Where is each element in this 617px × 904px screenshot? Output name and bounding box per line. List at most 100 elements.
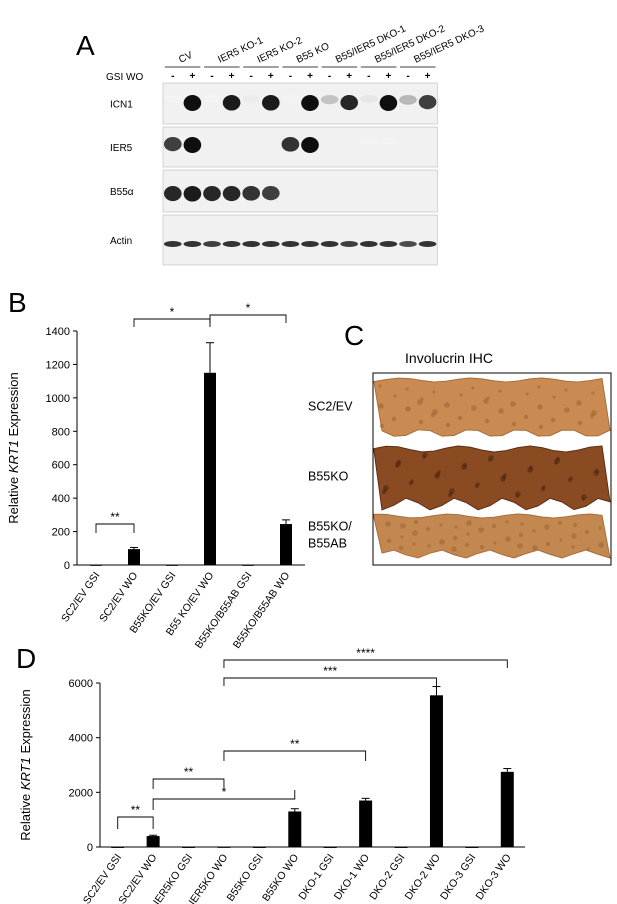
ihc-cell [557, 520, 563, 526]
significance-label: * [246, 301, 251, 315]
y-label-part: Expression [6, 372, 21, 440]
ihc-cell [464, 542, 470, 548]
significance-bracket [223, 677, 437, 686]
blot-label: ICN1 [110, 100, 133, 111]
x-tick-label: DKO-1 GSI [296, 852, 336, 902]
significance-label: ** [184, 765, 194, 779]
ihc-cell [445, 422, 451, 428]
bar [182, 846, 196, 848]
ihc-cell [432, 390, 436, 394]
blot-band [359, 95, 378, 103]
ihc-cell [591, 410, 597, 416]
blot-band [281, 241, 300, 247]
gsi-sign: - [210, 71, 213, 82]
bar [128, 549, 140, 565]
bar [217, 846, 231, 848]
ihc-cell [452, 535, 458, 541]
blot-band [301, 137, 319, 153]
ihc-cell [462, 462, 468, 468]
ihc-cell [412, 530, 418, 536]
blot-band [418, 241, 437, 247]
bar [242, 564, 254, 566]
group-header: B55/IER5 DKO-3 [412, 23, 486, 65]
x-tick-label: DKO-3 GSI [438, 852, 478, 902]
significance-bracket [209, 314, 287, 323]
x-tick-label: B55KO WO [260, 852, 301, 904]
ihc-cell [488, 455, 494, 461]
ihc-cell [564, 407, 570, 413]
ihc-cell [398, 545, 404, 551]
x-tick-label: DKO-2 WO [403, 852, 443, 902]
bar [146, 836, 160, 847]
ihc-cell [552, 395, 556, 399]
ihc-cell [594, 468, 600, 474]
ihc-cell [493, 541, 497, 545]
ihc-cell [598, 526, 602, 530]
bar [111, 846, 125, 848]
ihc-cell [532, 545, 538, 551]
bar [323, 846, 337, 848]
blot-band [261, 186, 280, 201]
blot-band [379, 95, 398, 111]
y-tick-label: 2000 [69, 787, 93, 799]
bar [90, 564, 102, 566]
ihc-cell [591, 391, 595, 395]
blot-band [203, 186, 221, 202]
ihc-cell [538, 424, 544, 430]
ihc-cell [422, 452, 428, 458]
blot-band [242, 95, 261, 103]
blot-band [242, 186, 261, 201]
blot-band [399, 241, 417, 247]
gsi-sign: - [367, 71, 370, 82]
ihc-cell [432, 409, 438, 415]
ihc-cell [564, 388, 568, 392]
ihc-cell [386, 538, 392, 544]
ihc-cell [515, 491, 521, 497]
ihc-cell [479, 544, 485, 550]
y-tick-label: 6000 [69, 678, 93, 690]
ihc-cell [559, 538, 563, 542]
ihc-cell [385, 521, 391, 527]
ihc-cell [542, 485, 546, 489]
ihc-cell [571, 533, 577, 539]
significance-label: ** [131, 803, 141, 817]
gsi-sign: + [229, 71, 235, 82]
ihc-cell [478, 527, 484, 533]
ihc-cell [483, 398, 489, 404]
significance-label: **** [356, 646, 375, 660]
ihc-cell [491, 523, 497, 529]
panel-label-b: B [8, 287, 27, 318]
ihc-cell [383, 485, 389, 491]
significance-label: ** [110, 510, 120, 524]
y-tick-label: 800 [52, 426, 70, 438]
ihc-row-label: B55AB [308, 537, 347, 551]
blot-band [320, 241, 339, 247]
ihc-cell [486, 396, 490, 400]
blot-band [222, 95, 241, 111]
ihc-cell [418, 419, 424, 425]
bar [166, 564, 178, 566]
ihc-cell [510, 401, 516, 407]
blot-band [242, 241, 261, 247]
ihc-cell [405, 406, 411, 412]
significance-bracket [152, 778, 225, 789]
gsi-sign: + [307, 71, 313, 82]
y-tick-label: 1200 [46, 359, 70, 371]
bar [359, 800, 373, 847]
ihc-cell [466, 520, 472, 526]
blot-band [163, 186, 182, 202]
significance-bracket [117, 816, 154, 829]
blot-band [222, 186, 241, 202]
gsi-sign: - [328, 71, 331, 82]
blot-band [163, 95, 182, 103]
blot-band [301, 95, 319, 111]
ihc-cell [498, 408, 504, 414]
significance-label: * [170, 305, 175, 319]
x-tick-label: SC2/EV WO [97, 570, 140, 625]
ihc-cell [476, 482, 480, 486]
panel-a-label: A [76, 30, 95, 61]
gsi-sign: - [250, 71, 253, 82]
gsi-sign: - [289, 71, 292, 82]
y-label-gene: KRT1 [6, 440, 21, 473]
